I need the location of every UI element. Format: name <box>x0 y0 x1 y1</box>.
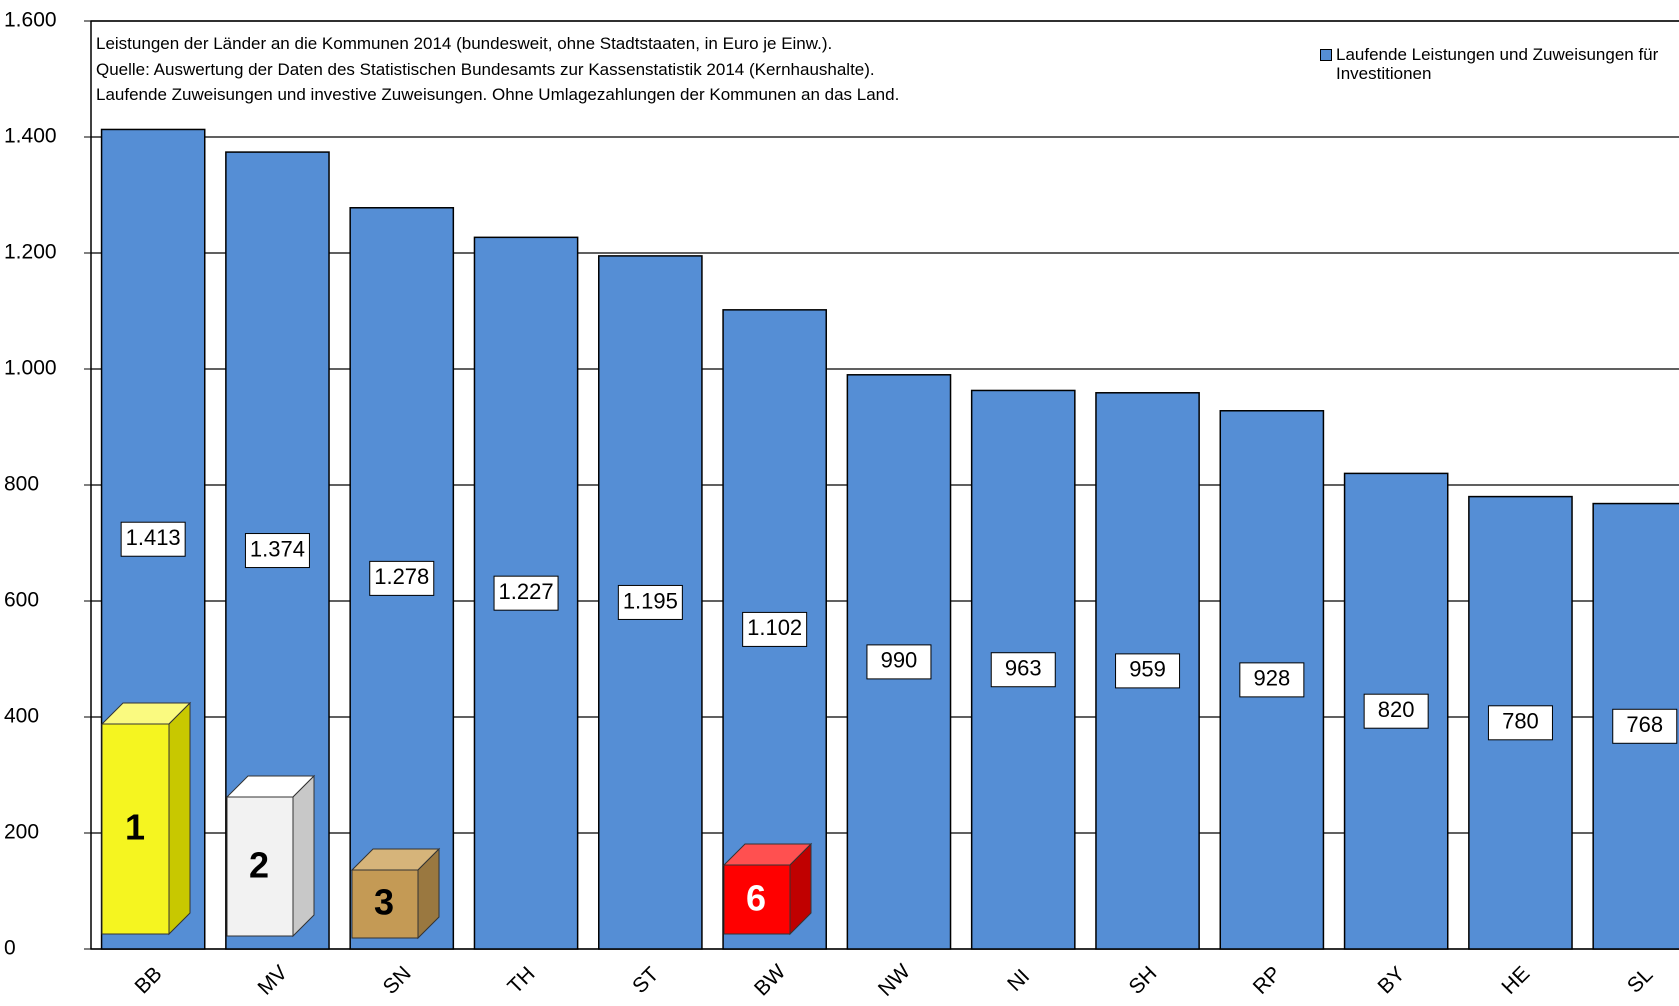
y-tick-label: 600 <box>4 589 39 612</box>
rank-label: 2 <box>249 845 269 886</box>
y-tick-label: 800 <box>4 473 39 496</box>
value-label-group: 928 <box>1239 662 1305 698</box>
rank-label: 6 <box>746 878 766 919</box>
legend: Laufende Leistungen und Zuweisungen für … <box>1318 45 1679 83</box>
x-tick-label: SN <box>379 962 416 999</box>
y-tick-label: 400 <box>4 705 39 728</box>
value-label: 768 <box>1626 712 1663 737</box>
rank-box: 2 <box>225 774 316 938</box>
x-tick-label: BB <box>131 962 167 998</box>
title-line: Quelle: Auswertung der Daten des Statist… <box>96 60 875 79</box>
value-label-box <box>1612 708 1678 744</box>
x-tick-label: BW <box>750 960 790 1000</box>
x-tick-label: HE <box>1497 962 1534 999</box>
x-tick-label: NW <box>874 960 915 1001</box>
value-label-group: 1.278 <box>369 560 435 596</box>
value-label-group: 959 <box>1115 653 1181 689</box>
bars <box>91 20 1679 950</box>
value-label-group: 990 <box>866 644 932 680</box>
x-tick-label: SH <box>1125 962 1162 999</box>
value-label: 1.195 <box>623 588 678 613</box>
rank-box: 6 <box>722 842 813 936</box>
value-label-box <box>120 521 186 557</box>
value-label-box <box>369 560 435 596</box>
value-label: 1.374 <box>250 536 305 561</box>
value-label: 1.413 <box>126 525 181 550</box>
value-label-group: 1.102 <box>742 611 808 647</box>
title-line: Leistungen der Länder an die Kommunen 20… <box>96 34 832 53</box>
value-label-group: 768 <box>1612 708 1678 744</box>
x-tick-label: ST <box>628 963 663 998</box>
legend-label: Laufende Leistungen und Zuweisungen für … <box>1336 45 1659 83</box>
value-label: 820 <box>1378 697 1415 722</box>
x-tick-label: TH <box>503 962 539 998</box>
value-label-group: 1.413 <box>120 521 186 557</box>
value-label-box <box>1487 705 1553 741</box>
value-label-box <box>617 584 683 620</box>
value-label-box <box>742 611 808 647</box>
value-label-box <box>1239 662 1305 698</box>
value-label-box <box>990 652 1056 688</box>
value-label: 1.102 <box>747 615 802 640</box>
value-label-group: 1.374 <box>244 533 310 569</box>
value-label-group: 1.195 <box>617 584 683 620</box>
rank-label: 1 <box>125 807 145 848</box>
value-label-group: 820 <box>1363 693 1429 729</box>
value-label: 963 <box>1005 656 1042 681</box>
rank-box: 3 <box>350 847 441 940</box>
value-label: 959 <box>1129 657 1166 682</box>
value-label-box <box>866 644 932 680</box>
x-tick-label: BY <box>1374 962 1410 998</box>
value-label: 1.227 <box>499 579 554 604</box>
rank-label: 3 <box>374 882 394 923</box>
value-label: 1.278 <box>374 564 429 589</box>
x-tick-label: MV <box>254 961 293 1000</box>
y-tick-label: 1.000 <box>4 357 57 380</box>
y-tick-label: 1.400 <box>4 125 57 148</box>
value-label-group: 963 <box>990 652 1056 688</box>
x-tick-label: NI <box>1003 965 1034 996</box>
value-label: 780 <box>1502 709 1539 734</box>
value-label-box <box>1363 693 1429 729</box>
value-label-box <box>1115 653 1181 689</box>
x-tick-label: RP <box>1249 962 1286 999</box>
value-label: 928 <box>1253 666 1290 691</box>
y-tick-label: 0 <box>4 937 16 960</box>
value-label-box <box>493 575 559 611</box>
y-tick-label: 1.600 <box>4 9 57 32</box>
x-tick-label: SL <box>1623 963 1657 997</box>
y-tick-label: 1.200 <box>4 241 57 264</box>
value-label: 990 <box>881 648 918 673</box>
value-label-group: 1.227 <box>493 575 559 611</box>
legend-swatch <box>1320 49 1332 61</box>
rank-box: 1 <box>100 701 192 936</box>
value-label-group: 780 <box>1487 705 1553 741</box>
value-label-box <box>244 533 310 569</box>
y-tick-label: 200 <box>4 821 39 844</box>
title-line: Laufende Zuweisungen und investive Zuwei… <box>96 85 899 104</box>
